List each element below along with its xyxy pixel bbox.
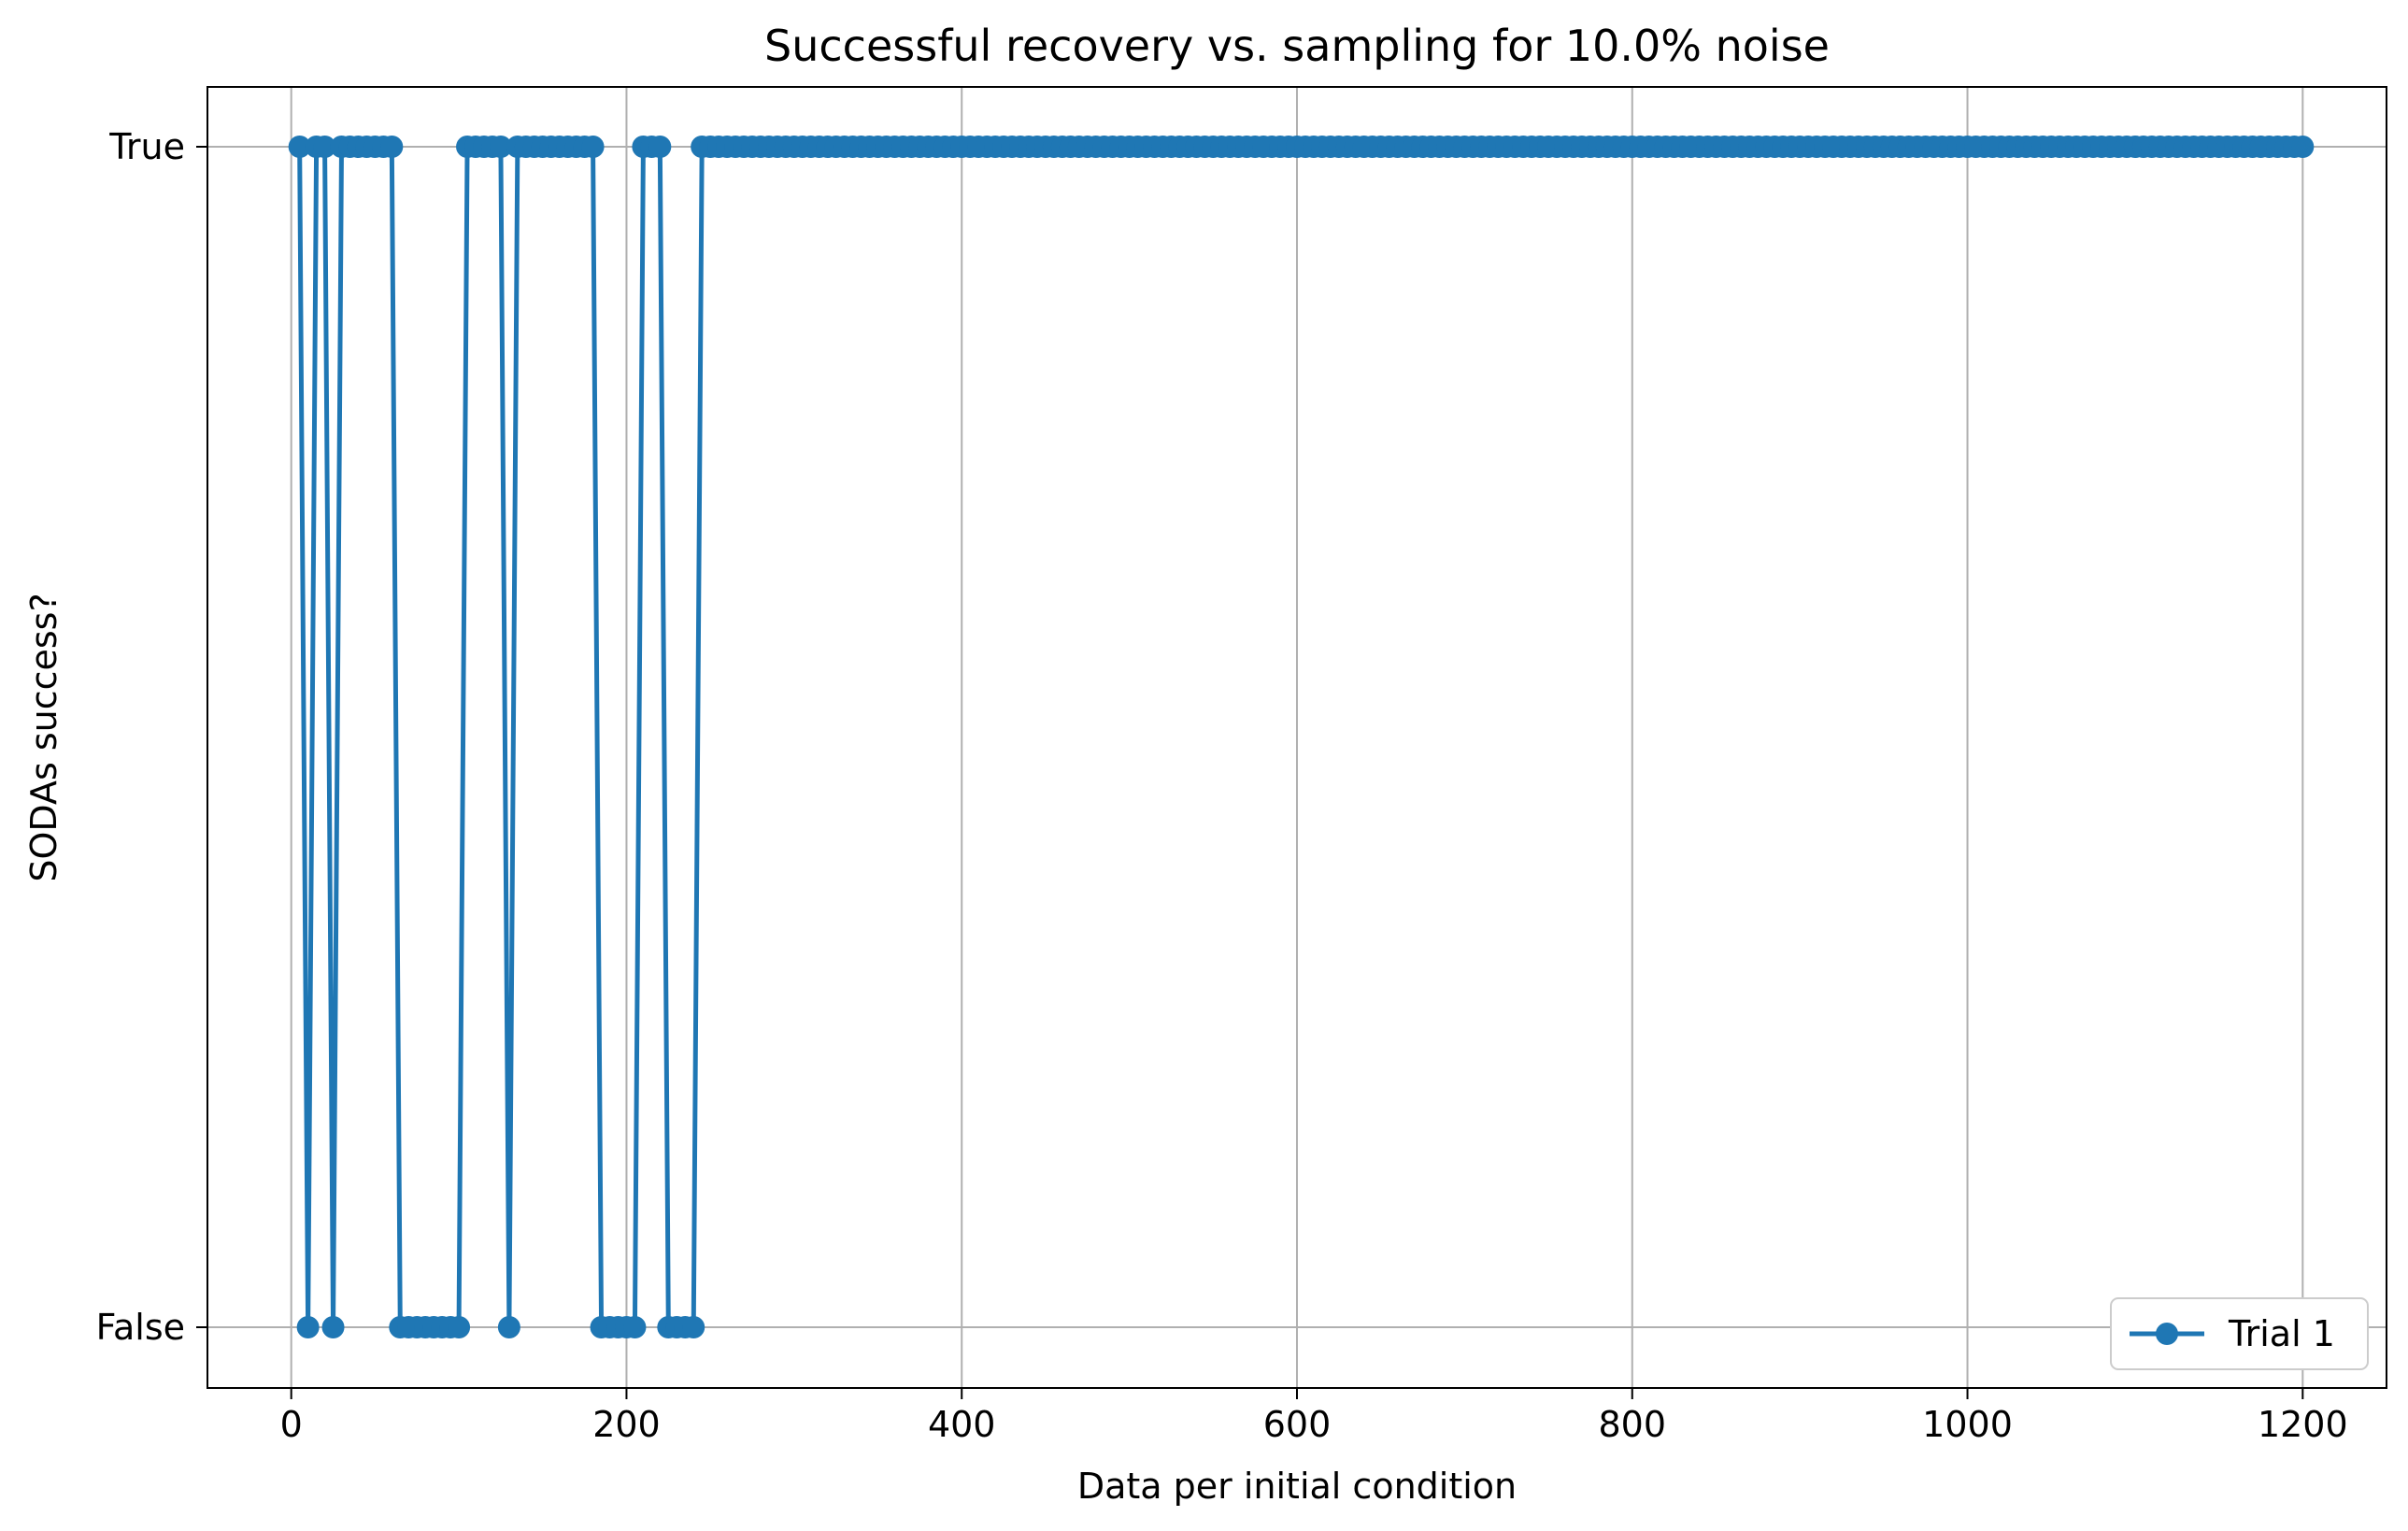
x-tick-label-0: 0 bbox=[280, 1404, 303, 1445]
data-point bbox=[448, 1316, 471, 1338]
x-axis: 0 200 400 600 800 1000 1200 bbox=[280, 1388, 2348, 1445]
legend-box bbox=[2110, 1297, 2369, 1370]
y-axis: False True bbox=[96, 126, 207, 1348]
data-point bbox=[288, 136, 311, 158]
data-point bbox=[313, 136, 336, 158]
x-tick-label-800: 800 bbox=[1599, 1404, 1667, 1445]
legend-marker-sample bbox=[2156, 1323, 2178, 1345]
data-point bbox=[489, 136, 512, 158]
y-axis-label: SODAs success? bbox=[23, 593, 64, 881]
y-tick-label-false: False bbox=[96, 1307, 185, 1348]
data-point bbox=[623, 1316, 647, 1338]
y-tick-label-true: True bbox=[108, 126, 185, 167]
data-point bbox=[581, 136, 605, 158]
legend: Trial 1 bbox=[2110, 1297, 2369, 1370]
x-tick-label-1200: 1200 bbox=[2258, 1404, 2348, 1445]
x-tick-label-200: 200 bbox=[592, 1404, 661, 1445]
data-points bbox=[288, 136, 2315, 1338]
x-tick-label-600: 600 bbox=[1263, 1404, 1332, 1445]
data-point bbox=[321, 1316, 345, 1338]
chart-title: Successful recovery vs. sampling for 10.… bbox=[764, 21, 1830, 71]
legend-entry-trial-1: Trial 1 bbox=[2228, 1313, 2335, 1354]
data-point bbox=[648, 136, 672, 158]
x-tick-label-1000: 1000 bbox=[1922, 1404, 2013, 1445]
data-point bbox=[380, 136, 404, 158]
data-point bbox=[296, 1316, 320, 1338]
x-tick-label-400: 400 bbox=[928, 1404, 996, 1445]
data-point bbox=[2291, 136, 2315, 158]
data-point bbox=[497, 1316, 520, 1338]
data-point bbox=[682, 1316, 705, 1338]
x-axis-label: Data per initial condition bbox=[1077, 1466, 1517, 1507]
